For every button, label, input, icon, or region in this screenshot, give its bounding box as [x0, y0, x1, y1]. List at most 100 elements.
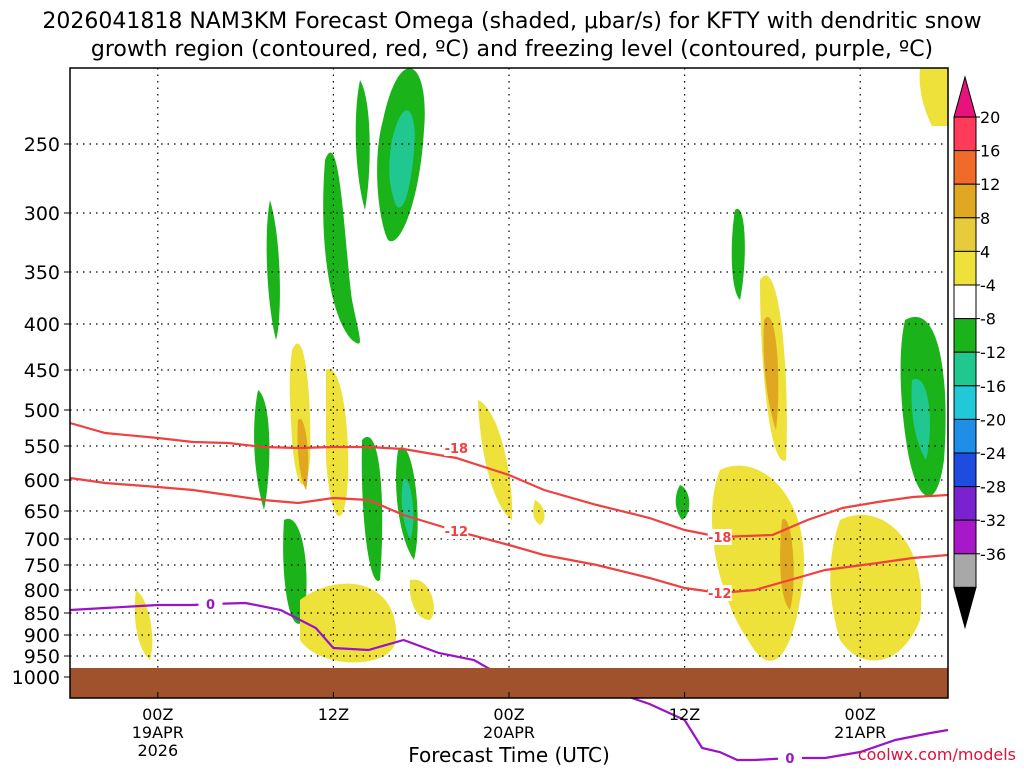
omega-region: [478, 400, 513, 520]
x-tick-label: 2026: [137, 741, 178, 760]
omega-region: [763, 316, 779, 430]
omega-region: [266, 200, 280, 340]
y-tick-label: 750: [24, 555, 60, 577]
x-axis-label: Forecast Time (UTC): [408, 743, 610, 767]
colorbar-swatch: [953, 217, 977, 252]
omega-region: [326, 368, 349, 517]
colorbar-swatch: [953, 486, 977, 521]
y-tick-label: 300: [24, 203, 60, 225]
colorbar-label: 16: [980, 142, 1000, 161]
x-tick-label: 12Z: [318, 705, 349, 724]
omega-region: [323, 152, 360, 344]
colorbar-swatch: [953, 318, 977, 353]
colorbar-label: -8: [980, 310, 996, 329]
y-tick-label: 400: [24, 314, 60, 336]
contour-label-bg: [198, 596, 223, 612]
y-tick-label: 850: [24, 603, 60, 625]
omega-region: [731, 208, 745, 300]
omega-region: [300, 583, 397, 663]
x-tick-label: 19APR: [132, 723, 184, 742]
y-tick-label: 700: [24, 529, 60, 551]
y-tick-label: 550: [24, 436, 60, 458]
omega-region: [361, 436, 383, 581]
omega-region: [780, 519, 794, 610]
colorbar-label: -36: [980, 545, 1006, 564]
y-tick-label: 900: [24, 625, 60, 647]
contour-label-bg: [444, 440, 469, 456]
colorbar-swatch: [953, 519, 977, 555]
colorbar-label: -28: [980, 478, 1006, 497]
colorbar-swatch: [953, 385, 977, 420]
omega-region: [711, 465, 804, 661]
contour-label: -18: [708, 531, 732, 546]
chart-title-line2: growth region (contoured, red, ºC) and f…: [91, 37, 933, 62]
colorbar-label: 12: [980, 175, 1000, 194]
contour-label: -12: [708, 587, 732, 602]
colorbar: 20 16 12 8 4 -4 -8 -12 -16 -20 -24 -28 -32 -36: [953, 75, 1006, 630]
colorbar-label: 8: [980, 209, 990, 228]
omega-region: [134, 590, 153, 660]
contour-dgz-18: [69, 421, 949, 539]
y-tick-label: 1000: [12, 667, 60, 689]
credit-link[interactable]: coolwx.com/models: [858, 745, 1016, 764]
colorbar-swatch: [953, 351, 977, 387]
colorbar-label: -32: [980, 511, 1006, 530]
colorbar-swatch: [953, 183, 977, 219]
omega-region: [355, 80, 370, 210]
omega-region: [919, 68, 948, 126]
omega-region: [911, 378, 930, 460]
contour-label-bg: [707, 529, 732, 545]
x-tick-label: 00Z: [845, 705, 876, 724]
contour-label: 0: [785, 752, 794, 767]
omega-region: [533, 500, 545, 525]
contour-label-bg: [707, 585, 732, 601]
omega-region: [675, 485, 690, 520]
colorbar-bottom-arrow: [953, 586, 977, 630]
omega-region: [297, 418, 309, 490]
contour-lines: -18-18-12-12000: [69, 421, 949, 767]
omega-region: [389, 110, 415, 208]
contour-label-bg: [777, 750, 802, 766]
colorbar-label: -20: [980, 410, 1006, 429]
x-tick-label: 00Z: [493, 705, 524, 724]
contour-label: 0: [206, 598, 215, 613]
omega-region: [830, 514, 922, 661]
colorbar-label: -24: [980, 444, 1006, 463]
y-tick-label: 250: [24, 134, 60, 156]
colorbar-label: -16: [980, 377, 1006, 396]
y-tick-label: 650: [24, 501, 60, 523]
omega-region: [401, 478, 414, 540]
contour-label: -12: [445, 525, 469, 540]
y-axis: 2503003504004505005506006507007508008509…: [12, 134, 70, 689]
colorbar-swatch: [953, 452, 977, 488]
y-tick-label: 500: [24, 400, 60, 422]
omega-region: [283, 518, 307, 624]
contour-label-bg: [444, 523, 469, 539]
gridlines: [70, 68, 948, 698]
colorbar-swatch: [953, 553, 977, 588]
x-tick-label: 21APR: [834, 723, 886, 742]
contour-dgz-12: [69, 476, 949, 595]
y-tick-label: 800: [24, 580, 60, 602]
x-tick-label: 20APR: [483, 723, 535, 742]
colorbar-top-arrow: [953, 75, 977, 118]
colorbar-label: -12: [980, 343, 1006, 362]
chart-title-line1: 2026041818 NAM3KM Forecast Omega (shaded…: [42, 9, 981, 34]
y-tick-label: 450: [24, 360, 60, 382]
colorbar-swatch: [953, 284, 977, 320]
plot-area: -18-18-12-12000: [69, 67, 949, 767]
colorbar-label: 20: [980, 108, 1000, 127]
omega-shading: [134, 68, 948, 663]
x-tick-label: 12Z: [669, 705, 700, 724]
colorbar-swatch: [953, 418, 977, 454]
x-tick-label: 00Z: [142, 705, 173, 724]
y-tick-label: 350: [24, 262, 60, 284]
colorbar-swatch: [953, 116, 977, 152]
colorbar-label: 4: [980, 242, 990, 261]
contour-label: -18: [445, 442, 469, 457]
y-tick-label: 950: [24, 646, 60, 668]
colorbar-swatch: [953, 150, 977, 185]
